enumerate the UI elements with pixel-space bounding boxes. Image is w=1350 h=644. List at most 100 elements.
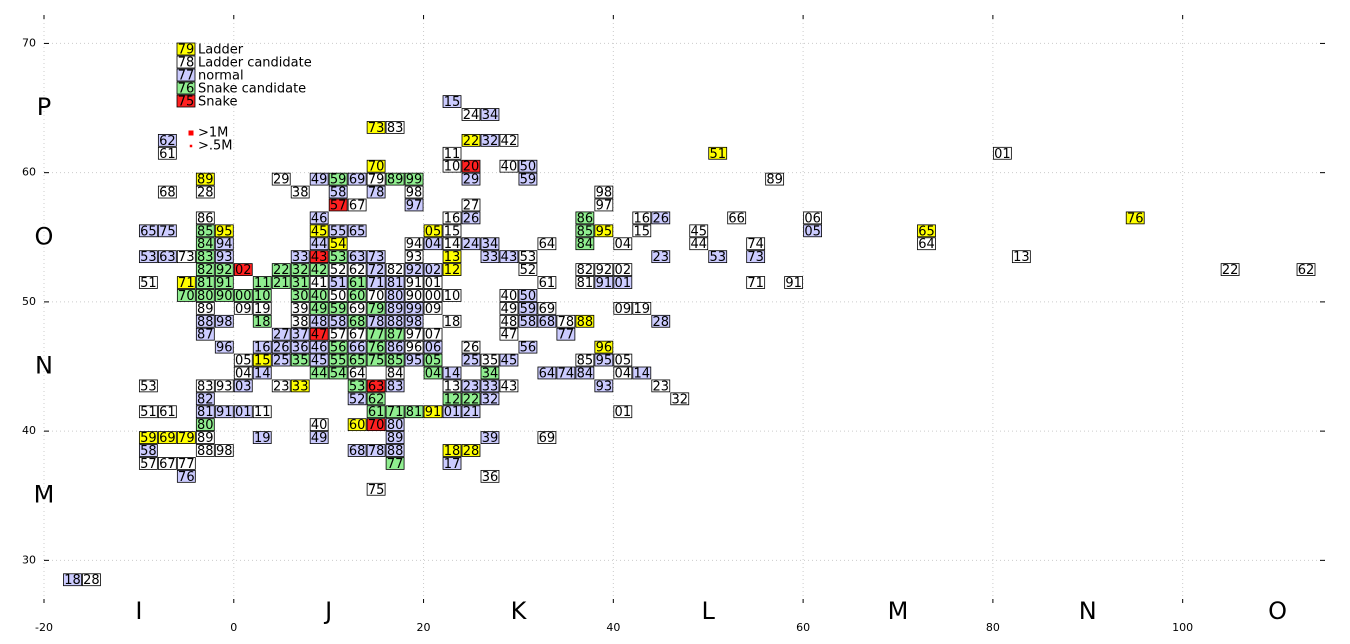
zone-letter: J: [323, 597, 332, 625]
cell-label: 33: [482, 379, 499, 394]
cell: [385, 314, 405, 328]
cell-label: 18: [444, 444, 461, 459]
cell: [157, 185, 177, 199]
cell: [138, 444, 158, 457]
cell: [214, 289, 234, 302]
cell-label: 65: [349, 224, 366, 239]
cell-label: 62: [159, 134, 176, 149]
cell-label: 29: [273, 173, 290, 188]
cell-label: 22: [463, 134, 480, 149]
cell-label: 84: [197, 237, 214, 252]
cell-label: 43: [501, 379, 518, 394]
cell-label: 24: [463, 237, 480, 252]
cell: [328, 237, 348, 251]
cell-label: 26: [463, 211, 480, 226]
cell: [499, 353, 519, 367]
cell-label: 01: [994, 147, 1011, 162]
cell: [195, 327, 215, 341]
cell-label: 74: [747, 237, 764, 252]
cell-label: 40: [311, 418, 328, 433]
cell-label: 02: [235, 263, 252, 278]
cell: [385, 405, 405, 419]
cell-label: 09: [235, 302, 252, 317]
cell: [442, 366, 462, 380]
cell: [423, 327, 443, 341]
cell-label: 01: [235, 405, 252, 420]
cell-label: 59: [520, 302, 537, 317]
cell-label: 18: [444, 315, 461, 330]
cell: [195, 444, 215, 457]
cell-label: 59: [330, 302, 347, 317]
cell: [252, 340, 272, 354]
cell: [195, 418, 215, 432]
cell: [689, 237, 709, 251]
cell: [176, 457, 196, 470]
cell: [195, 301, 215, 315]
cell-label: 73: [178, 250, 195, 265]
cell: [347, 444, 367, 457]
cell-label: 52: [330, 263, 347, 278]
cell: [632, 211, 652, 225]
cell-label: 79: [368, 173, 385, 188]
cell-label: 84: [387, 366, 404, 381]
cell-label: 92: [406, 263, 423, 278]
cell-label: 87: [197, 328, 214, 343]
cell-label: 80: [387, 418, 404, 433]
cell: [575, 276, 595, 289]
cell-label: 41: [311, 276, 328, 291]
cell: [195, 379, 215, 393]
cell-label: 45: [690, 224, 707, 239]
cell-label: 30: [292, 289, 309, 304]
cell-label: 04: [425, 237, 442, 252]
cell-label: 26: [653, 211, 670, 226]
cell-label: 57: [140, 457, 157, 472]
legend-swatch: [176, 81, 196, 95]
cell: [385, 379, 405, 393]
cell: [309, 353, 329, 367]
cell-label: 42: [311, 263, 328, 278]
cell-label: 24: [463, 108, 480, 123]
cell: [1011, 250, 1031, 264]
cell-label: 14: [254, 366, 271, 381]
cell-label: 98: [216, 444, 233, 459]
cell-label: 62: [349, 263, 366, 278]
cell: [746, 237, 766, 251]
cell: [708, 146, 728, 160]
cell-label: 71: [747, 276, 764, 291]
cell-label: 32: [671, 392, 688, 407]
cell-label: 96: [406, 341, 423, 356]
cell: [290, 301, 310, 315]
cell: [442, 289, 462, 302]
cell: [252, 301, 272, 315]
cell: [442, 211, 462, 225]
cell: [366, 340, 386, 354]
cell-label: 26: [273, 341, 290, 356]
cell: [214, 237, 234, 251]
cell: [518, 172, 538, 186]
cell: [214, 276, 234, 289]
cell-label: 63: [349, 250, 366, 265]
cell-label: 91: [216, 276, 233, 291]
cell: [442, 392, 462, 406]
size-marker: [189, 144, 193, 148]
cell: [347, 418, 367, 432]
y-tick-label: 70: [22, 36, 36, 49]
cell-label: 81: [387, 276, 404, 291]
cell-label: 83: [197, 250, 214, 265]
cell-label: 82: [577, 263, 594, 278]
cell-label: 33: [292, 250, 309, 265]
cell-label: 75: [159, 224, 176, 239]
cell: [404, 276, 424, 289]
cell: [309, 224, 329, 238]
cell-label: 78: [368, 444, 385, 459]
cell: [556, 366, 576, 380]
cell-label: 54: [330, 237, 347, 252]
cell-label: 61: [159, 147, 176, 162]
cell-label: 77: [558, 328, 575, 343]
cell: [233, 289, 253, 302]
cell: [157, 133, 177, 147]
cell-label: 44: [311, 237, 328, 252]
cell: [385, 289, 405, 302]
cell-label: 88: [197, 444, 214, 459]
cell: [689, 224, 709, 238]
